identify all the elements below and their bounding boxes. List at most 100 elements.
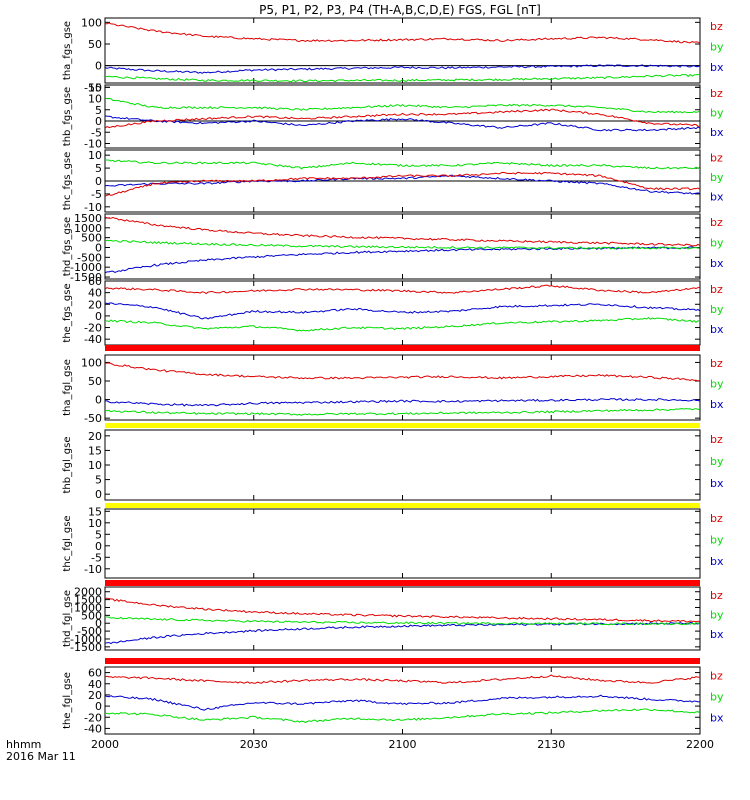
series-bx-line (105, 694, 700, 711)
series-by-line (105, 73, 700, 83)
series-by-line (105, 407, 700, 416)
series-bz-line (105, 362, 700, 382)
legend-bx: bx (710, 257, 724, 270)
y-tick-label: 10 (88, 517, 102, 530)
y-tick-label: -5 (91, 126, 102, 139)
y-tick-label: 500 (81, 232, 102, 245)
series-bx-line (105, 115, 700, 132)
series-by-line (105, 316, 700, 332)
y-tick-label: 60 (88, 667, 102, 680)
series-bx-line (105, 398, 700, 407)
y-axis-label: tha_fgl_gse (62, 359, 73, 416)
x-tick-label: 2000 (91, 738, 119, 751)
y-tick-label: 10 (88, 149, 102, 162)
y-tick-label: 50 (88, 375, 102, 388)
x-tick-label: 2130 (537, 738, 565, 751)
y-tick-label: 50 (88, 38, 102, 51)
y-tick-label: 1000 (74, 601, 102, 614)
series-bx-line (105, 302, 700, 320)
y-tick-label: 60 (88, 275, 102, 288)
series-bx-line (105, 64, 700, 74)
series-bz-line (105, 22, 700, 44)
y-axis-label: thd_fgs_gse (62, 217, 73, 276)
y-tick-label: 15 (88, 81, 102, 94)
y-axis-label: thd_fgl_gse (62, 590, 73, 647)
legend-by: by (710, 609, 724, 622)
status-bar-red (105, 658, 700, 664)
date-label: 2016 Mar 11 (6, 750, 76, 763)
y-tick-label: 0 (95, 60, 102, 73)
time-unit-label: hhmm (6, 738, 41, 751)
legend-by: by (710, 171, 724, 184)
panel-frame (104, 586, 701, 651)
y-tick-label: 0 (95, 310, 102, 323)
panel-tha_fgs_gse: 100 50 0 -50 tha_fgs_gse bz by bx (62, 16, 724, 94)
legend-by: by (710, 303, 724, 316)
y-tick-label: 0 (95, 115, 102, 128)
y-tick-label: -50 (84, 412, 102, 425)
x-tick-label: 2200 (686, 738, 714, 751)
y-axis-label: thc_fgl_gse (62, 515, 73, 571)
y-tick-label: 40 (88, 678, 102, 691)
x-tick-label: 2030 (240, 738, 268, 751)
y-tick-label: 0 (95, 175, 102, 188)
legend-bz: bz (710, 433, 723, 446)
y-tick-label: 10 (88, 459, 102, 472)
panel-thd_fgl_gse: 2000150010005000-500-1000-1500thd_fgl_gs… (62, 586, 724, 654)
panel-frame (104, 508, 701, 579)
y-tick-label: 0 (95, 394, 102, 407)
y-tick-label: 20 (88, 430, 102, 443)
panel-frame (104, 17, 701, 84)
y-axis-label: thb_fgs_gse (62, 87, 73, 146)
legend-bz: bz (710, 589, 723, 602)
legend-bz: bz (710, 87, 723, 100)
y-axis-label: thb_fgl_gse (62, 437, 73, 494)
y-tick-label: -1000 (70, 633, 102, 646)
series-bz-line (105, 597, 700, 623)
status-bars-group (105, 345, 700, 664)
plot-title: P5, P1, P2, P3, P4 (TH-A,B,C,D,E) FGS, F… (259, 3, 541, 17)
y-tick-label: 100 (81, 356, 102, 369)
series-by-line (105, 708, 700, 724)
y-tick-label: 5 (95, 474, 102, 487)
legend-bx: bx (710, 61, 724, 74)
y-tick-label: 0 (95, 488, 102, 501)
y-tick-label: 1500 (74, 212, 102, 225)
y-tick-label: -10 (84, 563, 102, 576)
legend-bz: bz (710, 670, 723, 683)
y-axis-label: the_fgs_gse (62, 283, 73, 342)
legend-bx: bx (710, 398, 724, 411)
y-tick-label: 15 (88, 444, 102, 457)
y-tick-label: -1500 (70, 271, 102, 284)
y-tick-label: 20 (88, 689, 102, 702)
series-bz-line (105, 108, 700, 129)
y-tick-label: -1500 (70, 641, 102, 654)
legend-by: by (710, 107, 724, 120)
status-bar-red (105, 580, 700, 586)
legend-bx: bx (710, 711, 724, 724)
y-tick-label: 20 (88, 298, 102, 311)
y-tick-label: -500 (77, 251, 102, 264)
legend-by: by (710, 41, 724, 54)
legend-by: by (710, 534, 724, 547)
legend-by: by (710, 378, 724, 391)
y-tick-label: -1000 (70, 261, 102, 274)
series-by-line (105, 159, 700, 170)
y-axis-label: the_fgl_gse (62, 672, 73, 729)
y-tick-label: 1500 (74, 594, 102, 607)
y-tick-label: 0 (95, 241, 102, 254)
y-tick-label: -10 (84, 138, 102, 151)
y-tick-label: 100 (81, 16, 102, 29)
series-bz-line (105, 216, 700, 247)
legend-bz: bz (710, 512, 723, 525)
y-tick-label: -20 (84, 322, 102, 335)
x-tick-label: 2100 (389, 738, 417, 751)
y-tick-label: 5 (95, 104, 102, 117)
panel-frame (104, 666, 701, 735)
